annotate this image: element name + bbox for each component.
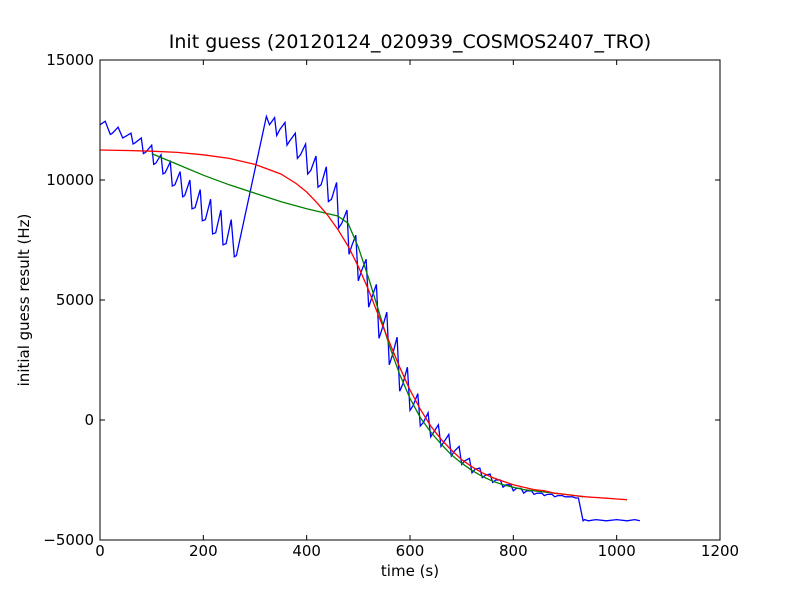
series-line-2 [151,153,584,498]
y-tick-label: 0 [84,411,94,429]
axis-ticks: 0 200 400 600 800 1000 1200−500005000100001500… [43,51,739,560]
x-tick-label: 400 [292,542,321,560]
y-tick-label: 5000 [56,291,94,309]
y-tick-label: −5000 [43,531,94,549]
y-tick-label: 15000 [46,51,94,69]
x-tick-label: 0 [95,542,105,560]
x-tick-label: 200 [189,542,218,560]
chart-title: Init guess (20120124_020939_COSMOS2407_T… [169,31,651,53]
y-tick-label: 10000 [46,171,94,189]
x-axis-label: time (s) [381,562,439,580]
x-tick-label: 600 [396,542,425,560]
x-tick-label: 1000 [598,542,636,560]
plot-lines [99,114,641,522]
series-line-3 [99,149,628,501]
y-axis-label: initial guess result (Hz) [15,214,33,387]
x-tick-label: 800 [499,542,528,560]
x-tick-label: 1200 [701,542,739,560]
